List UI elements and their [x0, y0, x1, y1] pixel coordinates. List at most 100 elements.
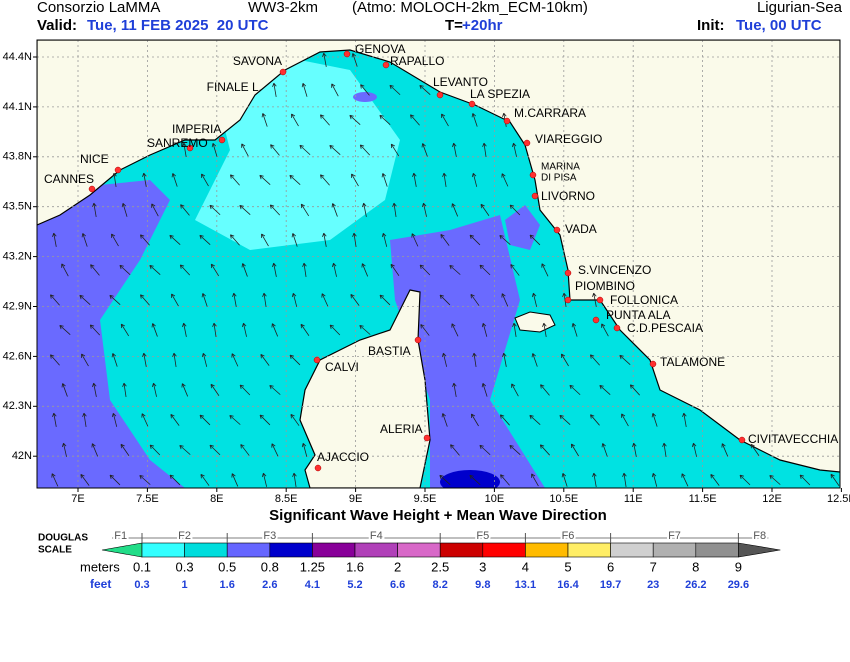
feet-value: 1 — [182, 579, 188, 591]
arrow — [362, 202, 367, 217]
place-label: PUNTA ALA — [606, 308, 670, 322]
arrow — [331, 262, 337, 277]
arrow — [322, 232, 327, 247]
lead-time: +20hr — [462, 17, 503, 34]
arrow — [329, 324, 341, 336]
mainland — [37, 40, 840, 473]
arrow — [90, 264, 100, 276]
arrow — [261, 233, 269, 247]
arrow — [200, 473, 210, 486]
lon-label: 7E — [71, 493, 84, 505]
arrow — [120, 323, 130, 337]
arrow — [419, 84, 431, 95]
arrow — [122, 382, 127, 397]
sea-patch — [353, 92, 377, 102]
feet-value: 4.1 — [305, 579, 320, 591]
place-dot — [503, 117, 511, 125]
arrow — [210, 383, 220, 397]
lat-label: 44.4N — [3, 51, 32, 63]
place-dot — [218, 136, 226, 144]
place-label: RAPALLO — [390, 54, 444, 68]
arrow — [843, 323, 847, 337]
arrow — [512, 322, 517, 337]
arrow — [531, 292, 538, 307]
arrow — [542, 322, 547, 337]
arrow — [261, 113, 268, 127]
arrow — [81, 353, 89, 367]
place-label: LA SPEZIA — [470, 87, 530, 101]
arrow — [269, 204, 281, 216]
arrow — [50, 354, 60, 366]
colorbar-segment — [141, 542, 185, 558]
arrow — [61, 442, 67, 457]
place-dot — [114, 166, 122, 174]
place-dot — [382, 61, 390, 69]
arrow — [331, 203, 338, 217]
meters-value: 2 — [394, 559, 401, 574]
place-label: MARINA — [541, 162, 580, 173]
arrow — [440, 233, 450, 246]
arrow — [82, 412, 87, 427]
lon-label: 11.5E — [689, 493, 717, 505]
arrow — [92, 202, 97, 217]
place-dot — [531, 192, 539, 200]
agency: Consorzio LaMMA — [37, 0, 160, 16]
place-dot — [529, 171, 537, 179]
lat-label: 42.3N — [3, 400, 32, 412]
arrow — [651, 472, 658, 487]
place-dot — [313, 356, 321, 364]
arrow — [381, 232, 388, 247]
arrow — [151, 323, 158, 337]
arrow — [89, 324, 101, 336]
arrow — [569, 384, 581, 396]
arrow — [50, 294, 60, 306]
lat-label: 43.2N — [3, 251, 32, 263]
arrow — [541, 263, 549, 277]
arrow — [291, 292, 298, 307]
arrow — [149, 444, 161, 456]
feet-value: 26.2 — [685, 579, 706, 591]
place-label: C.D.PESCAIA — [627, 321, 703, 335]
arrow — [142, 352, 147, 367]
arrow — [269, 384, 281, 395]
feet-value: 0.3 — [134, 579, 149, 591]
arrow — [209, 444, 221, 456]
feet-value: 9.8 — [475, 579, 490, 591]
arrow — [439, 294, 451, 306]
arrow — [320, 114, 330, 126]
arrow — [121, 203, 128, 217]
lon-label: 9.5E — [414, 493, 437, 505]
arrow — [662, 442, 667, 457]
arrow — [361, 263, 369, 277]
arrow — [52, 412, 57, 427]
arrow — [621, 413, 629, 427]
wave-arrows — [50, 52, 847, 487]
arrow — [240, 444, 250, 456]
arrow — [351, 173, 359, 187]
caption: Significant Wave Height + Mean Wave Dire… — [269, 507, 607, 524]
arrow — [119, 264, 131, 276]
place-label: AJACCIO — [317, 450, 369, 464]
arrow — [471, 172, 478, 187]
arrow — [172, 352, 177, 367]
init-label: Init: — [697, 17, 725, 34]
place-dot — [414, 336, 422, 344]
grid — [37, 40, 840, 488]
place-dot — [423, 434, 431, 442]
colorbar-low — [101, 542, 143, 558]
legend-title: DOUGLAS — [38, 533, 88, 544]
arrow — [80, 473, 90, 486]
place-label: DI PISA — [541, 173, 577, 184]
place-label: VADA — [565, 222, 597, 236]
arrow — [691, 442, 697, 457]
arrow — [570, 443, 579, 457]
place-dot — [564, 269, 572, 277]
lat-label: 42.9N — [3, 300, 32, 312]
arrow — [109, 294, 121, 306]
arrow — [839, 445, 840, 447]
arrow — [170, 413, 180, 426]
init-time: Tue, 00 UTC — [736, 17, 822, 34]
arrow — [601, 443, 608, 457]
